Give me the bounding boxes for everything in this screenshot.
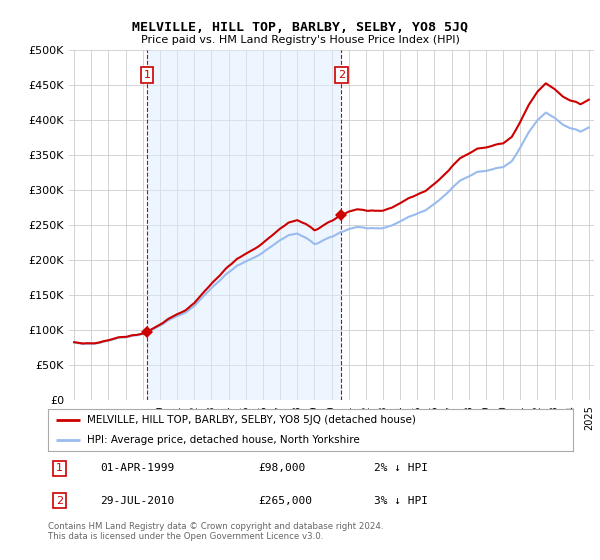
Text: MELVILLE, HILL TOP, BARLBY, SELBY, YO8 5JQ (detached house): MELVILLE, HILL TOP, BARLBY, SELBY, YO8 5… <box>88 415 416 425</box>
Text: 01-APR-1999: 01-APR-1999 <box>101 464 175 473</box>
Text: HPI: Average price, detached house, North Yorkshire: HPI: Average price, detached house, Nort… <box>88 435 360 445</box>
Text: 2% ↓ HPI: 2% ↓ HPI <box>373 464 427 473</box>
Text: Price paid vs. HM Land Registry's House Price Index (HPI): Price paid vs. HM Land Registry's House … <box>140 35 460 45</box>
Text: Contains HM Land Registry data © Crown copyright and database right 2024.
This d: Contains HM Land Registry data © Crown c… <box>48 522 383 542</box>
Text: £265,000: £265,000 <box>258 496 312 506</box>
Text: 1: 1 <box>143 70 151 80</box>
Text: 1: 1 <box>56 464 63 473</box>
Text: 2: 2 <box>56 496 63 506</box>
Text: 29-JUL-2010: 29-JUL-2010 <box>101 496 175 506</box>
Bar <box>147 50 341 400</box>
Text: 3% ↓ HPI: 3% ↓ HPI <box>373 496 427 506</box>
Text: 2: 2 <box>338 70 345 80</box>
Text: MELVILLE, HILL TOP, BARLBY, SELBY, YO8 5JQ: MELVILLE, HILL TOP, BARLBY, SELBY, YO8 5… <box>132 21 468 34</box>
Text: £98,000: £98,000 <box>258 464 305 473</box>
